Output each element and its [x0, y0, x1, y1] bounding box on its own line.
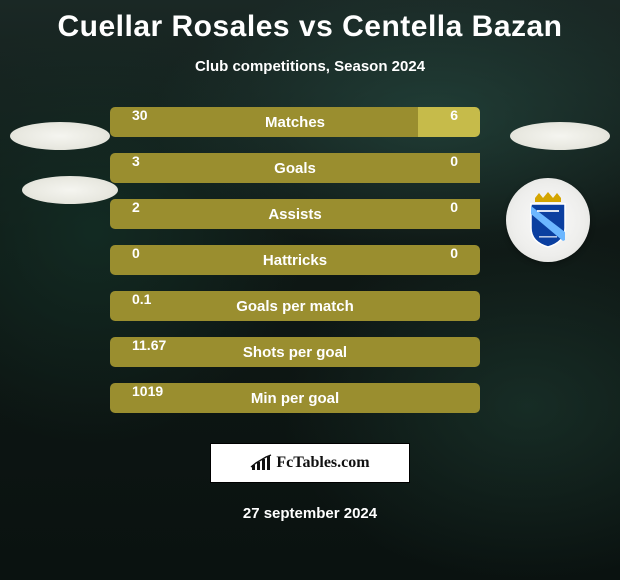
stat-row: 2 0 Assists [0, 199, 620, 229]
stat-label: Goals per match [110, 291, 480, 321]
stat-row: 3 0 Goals [0, 153, 620, 183]
stat-row: 0 0 Hattricks [0, 245, 620, 275]
stat-row: 30 6 Matches [0, 107, 620, 137]
source-text: FcTables.com [276, 454, 369, 472]
stat-right-value: 0 [438, 245, 470, 261]
stat-label: Hattricks [110, 245, 480, 275]
stat-label: Goals [110, 153, 480, 183]
stat-row: 0.1 Goals per match [0, 291, 620, 321]
comparison-card: Cuellar Rosales vs Centella Bazan Club c… [0, 0, 620, 580]
subtitle: Club competitions, Season 2024 [195, 58, 425, 75]
stat-bars: 30 6 Matches 3 0 Goals 2 0 Assists [0, 107, 620, 429]
stat-left-value: 0 [120, 245, 152, 261]
stat-label: Matches [110, 107, 480, 137]
stat-left-value: 2 [120, 199, 152, 215]
stat-label: Assists [110, 199, 480, 229]
stat-left-value: 30 [120, 107, 160, 123]
page-title: Cuellar Rosales vs Centella Bazan [57, 10, 562, 44]
stat-row: 1019 Min per goal [0, 383, 620, 413]
stat-right-value: 0 [438, 199, 470, 215]
stat-left-value: 0.1 [120, 291, 163, 307]
date-label: 27 september 2024 [243, 505, 377, 522]
source-badge: FcTables.com [210, 443, 410, 483]
stat-left-value: 3 [120, 153, 152, 169]
stat-row: 11.67 Shots per goal [0, 337, 620, 367]
stat-right-value: 6 [438, 107, 470, 123]
stat-left-value: 11.67 [120, 337, 178, 353]
chart-growth-icon [250, 454, 272, 472]
stat-right-value: 0 [438, 153, 470, 169]
stat-left-value: 1019 [120, 383, 175, 399]
